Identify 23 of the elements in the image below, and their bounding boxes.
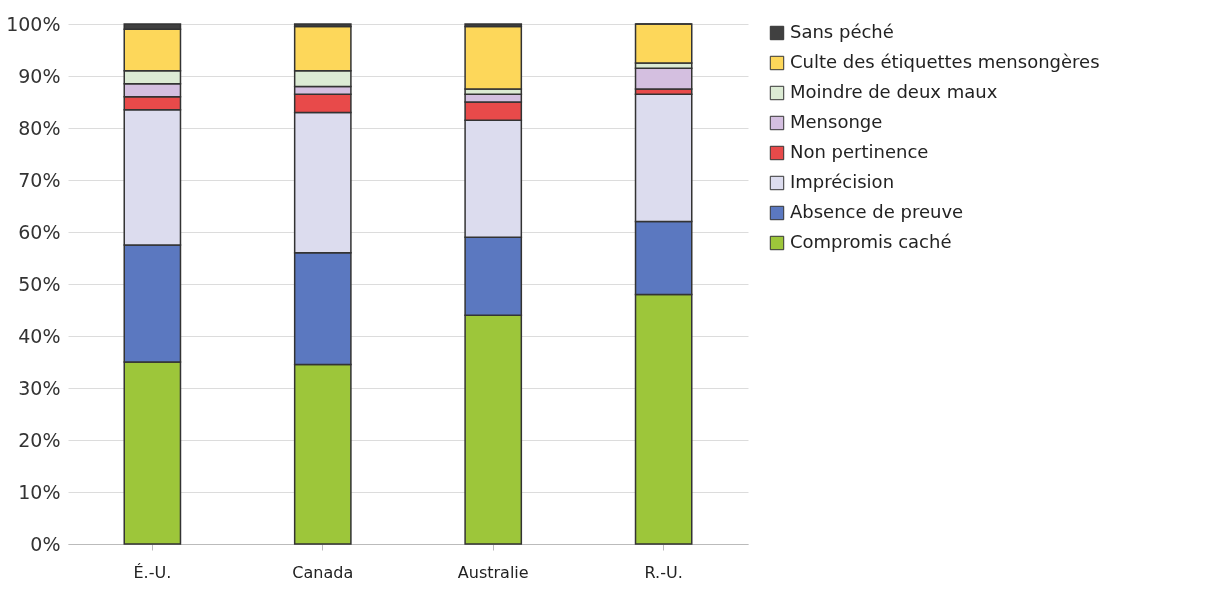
x-tick-label: Canada	[292, 562, 354, 582]
legend-label: Moindre de deux maux	[790, 81, 998, 102]
y-tick-label: 0%	[30, 532, 61, 555]
legend-label: Sans péché	[790, 21, 894, 42]
x-tick-label: R.-U.	[644, 562, 683, 582]
y-tick-label: 90%	[18, 64, 61, 87]
y-tick-label: 20%	[18, 428, 61, 451]
legend-label: Compromis caché	[790, 231, 952, 252]
y-tick-label: 60%	[18, 220, 61, 243]
legend-label: Absence de preuve	[790, 201, 964, 222]
y-tick-label: 30%	[18, 376, 61, 399]
y-tick-label: 80%	[18, 116, 61, 139]
y-tick-label: 100%	[6, 12, 61, 35]
legend-label: Imprécision	[790, 171, 895, 192]
x-tick-label: Australie	[457, 562, 529, 582]
y-tick-label: 40%	[18, 324, 61, 347]
legend-label: Mensonge	[790, 111, 883, 132]
x-tick-label: É.-U.	[133, 562, 172, 582]
y-tick-label: 50%	[18, 272, 61, 295]
y-tick-label: 10%	[18, 480, 61, 503]
legend-label: Culte des étiquettes mensongères	[790, 51, 1100, 72]
legend-label: Non pertinence	[790, 141, 929, 162]
y-tick-label: 70%	[18, 168, 61, 191]
